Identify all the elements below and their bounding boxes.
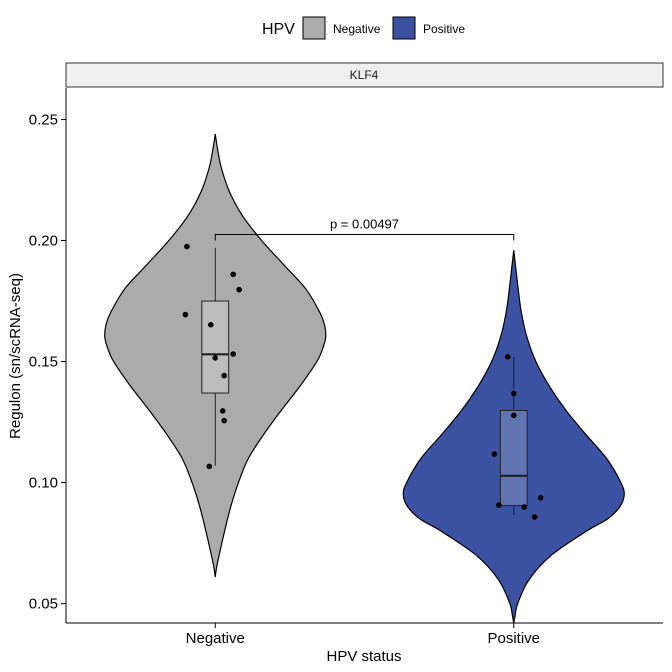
y-tick-label: 0.10 (29, 475, 58, 492)
data-point (230, 351, 236, 357)
facet-strip: KLF4 (65, 62, 664, 88)
plot-area: p = 0.00497 (104, 133, 625, 624)
y-axis-ticks: 0.05 0.10 0.15 0.20 0.25 (29, 111, 66, 613)
data-point (531, 514, 538, 520)
data-point (219, 408, 226, 414)
legend: HPV Negative Positive (262, 16, 465, 40)
data-point (212, 355, 219, 361)
y-tick-label: 0.15 (29, 354, 58, 371)
data-point (521, 504, 527, 510)
data-point (504, 353, 511, 360)
x-axis-title: HPV status (326, 648, 401, 665)
data-point (221, 417, 228, 424)
legend-title: HPV (262, 21, 295, 38)
legend-label-positive: Positive (423, 22, 465, 36)
data-point (184, 243, 190, 250)
facet-strip-label: KLF4 (350, 68, 379, 82)
data-point (510, 412, 517, 419)
data-point (221, 372, 228, 379)
x-tick-label: Positive (487, 630, 540, 647)
y-tick-label: 0.20 (29, 233, 58, 250)
legend-label-negative: Negative (333, 22, 381, 36)
legend-swatch-negative (302, 16, 326, 40)
facet-strip-box (65, 62, 664, 88)
data-point (510, 390, 517, 397)
y-axis-title: Regulon (sn/scRNA-seq) (7, 273, 24, 439)
significance-bracket (214, 233, 515, 241)
box-negative (201, 300, 230, 394)
box-positive (499, 409, 528, 507)
data-point (230, 271, 236, 278)
data-point (537, 495, 544, 501)
data-point (182, 311, 189, 318)
data-point (207, 321, 214, 328)
x-axis-ticks: Negative Positive (186, 623, 540, 647)
data-point (236, 286, 242, 293)
y-tick-label: 0.25 (29, 111, 58, 128)
data-point (491, 451, 498, 457)
data-point (206, 463, 213, 470)
y-tick-label: 0.05 (29, 596, 58, 613)
x-tick-label: Negative (186, 630, 245, 647)
legend-swatch-positive (392, 16, 416, 40)
data-point (496, 502, 502, 508)
p-value-label: p = 0.00497 (330, 216, 399, 231)
